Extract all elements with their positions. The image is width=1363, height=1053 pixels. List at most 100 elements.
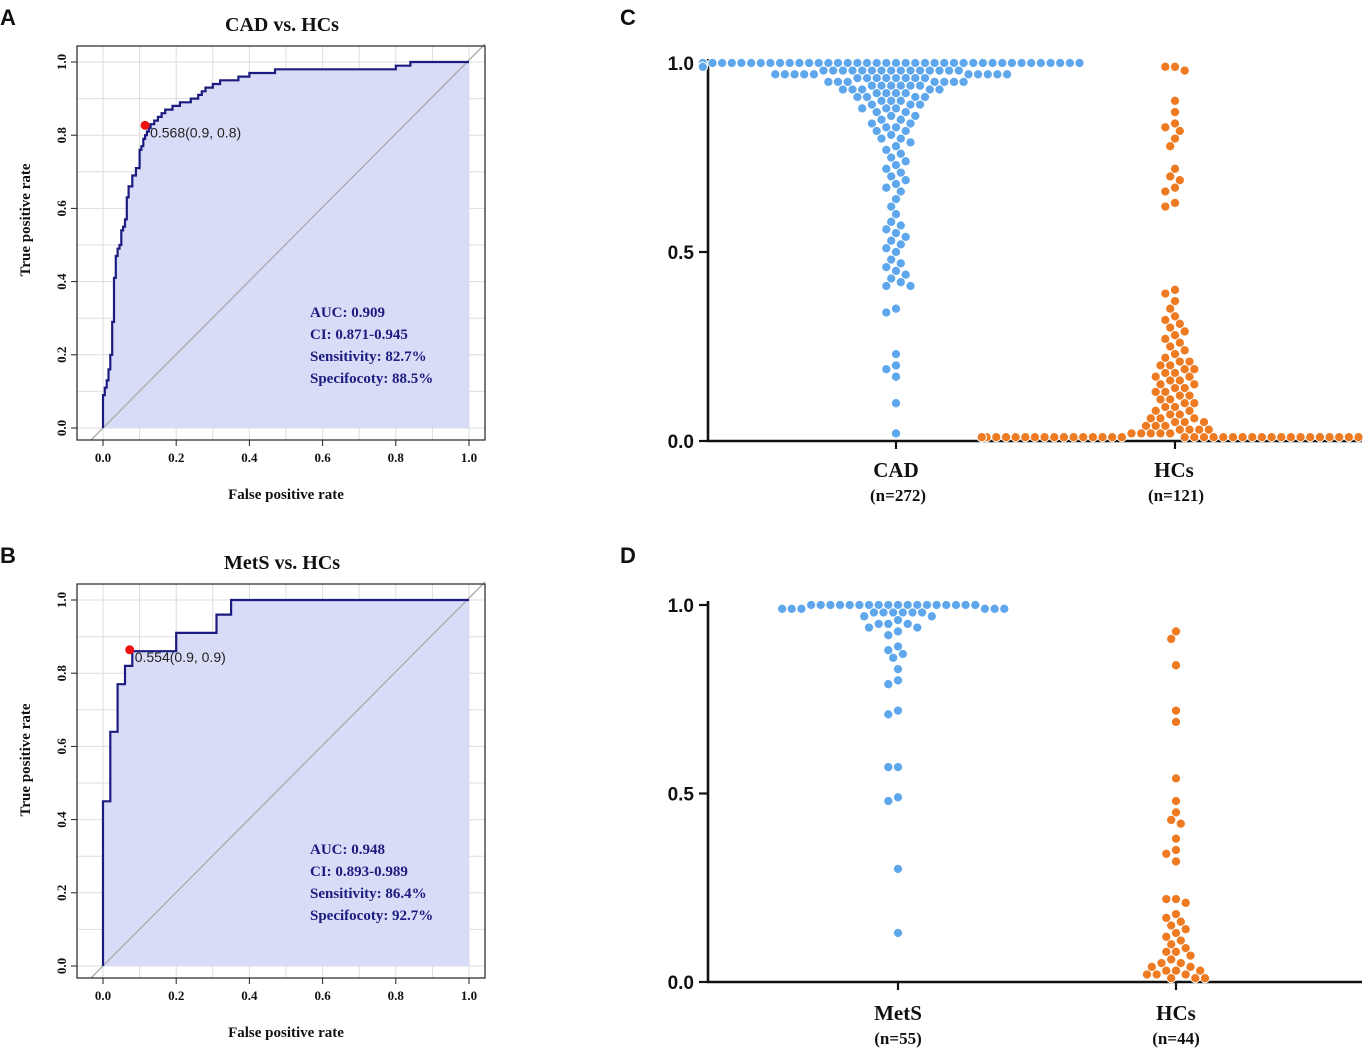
data-point-mets xyxy=(892,705,904,716)
data-point-cad xyxy=(823,76,834,87)
data-point-cad xyxy=(886,201,897,212)
data-point-hcs xyxy=(1170,844,1182,856)
y-tick-label: 1.0 xyxy=(668,54,694,75)
data-point-cad xyxy=(890,103,902,114)
data-point-cad xyxy=(924,84,935,95)
roc-title: MetS vs. HCs xyxy=(224,552,340,574)
data-point-cad xyxy=(784,57,795,69)
panel-label-b: B xyxy=(0,543,16,568)
data-point-cad xyxy=(871,73,882,84)
x-tick-label: 0.8 xyxy=(388,450,405,465)
data-point-hcs xyxy=(1068,432,1079,443)
data-point-hcs xyxy=(1285,432,1296,443)
data-point-cad xyxy=(837,84,848,95)
data-point-hcs xyxy=(1169,401,1181,413)
data-point-hcs xyxy=(1169,182,1181,193)
data-point-cad xyxy=(895,114,906,125)
data-point-hcs xyxy=(1166,633,1177,644)
specificity-text: Specifocoty: 88.5% xyxy=(310,371,433,387)
data-point-mets xyxy=(907,607,918,618)
data-point-hcs xyxy=(1170,833,1182,844)
data-point-cad xyxy=(895,258,906,269)
data-point-mets xyxy=(897,607,908,618)
data-point-hcs xyxy=(1174,337,1185,348)
data-point-mets xyxy=(892,792,904,803)
data-point-cad xyxy=(1055,57,1066,69)
data-point-hcs xyxy=(1169,311,1181,322)
data-point-mets xyxy=(859,611,870,622)
data-point-mets xyxy=(926,611,937,622)
data-point-hcs xyxy=(1169,417,1181,428)
data-point-mets xyxy=(834,599,846,611)
data-point-cad xyxy=(852,73,863,84)
data-point-mets xyxy=(912,622,923,633)
data-point-cad xyxy=(866,65,877,76)
data-point-cad xyxy=(910,110,921,121)
data-point-cad xyxy=(804,57,815,69)
data-point-hcs xyxy=(1184,424,1195,435)
data-point-hcs xyxy=(1160,352,1171,363)
data-point-mets xyxy=(883,762,894,773)
data-point-mets xyxy=(892,641,904,652)
data-point-cad xyxy=(886,129,897,140)
data-point-hcs xyxy=(1170,773,1182,784)
data-point-cad xyxy=(717,57,728,69)
data-point-hcs xyxy=(1049,432,1060,443)
data-point-hcs xyxy=(1305,432,1316,443)
data-point-cad xyxy=(1002,69,1013,80)
data-point-cad xyxy=(958,57,969,69)
data-point-cad xyxy=(866,99,877,110)
data-point-hcs xyxy=(1161,965,1172,976)
data-point-hcs xyxy=(1160,401,1171,413)
data-point-hcs xyxy=(1029,432,1040,443)
data-point-cad xyxy=(886,235,897,246)
data-point-cad xyxy=(919,73,931,84)
data-point-hcs xyxy=(1189,432,1200,443)
data-point-hcs xyxy=(1160,186,1171,197)
data-point-cad xyxy=(900,125,911,137)
data-point-hcs xyxy=(1146,961,1157,972)
data-point-mets xyxy=(931,599,942,611)
data-point-mets xyxy=(854,599,865,611)
data-point-hcs xyxy=(1353,432,1363,443)
data-point-hcs xyxy=(1150,405,1161,416)
data-point-cad xyxy=(881,243,892,254)
data-point-mets xyxy=(888,652,899,663)
data-point-hcs xyxy=(1170,626,1182,637)
data-point-cad xyxy=(794,57,805,69)
data-point-hcs xyxy=(991,432,1002,443)
data-point-mets xyxy=(815,599,826,611)
data-point-cad xyxy=(1064,57,1075,69)
data-point-mets xyxy=(970,599,981,611)
swarm-panel-mets: 0.0 0.5 1.0 MetS (n=55) HCs (n=44) xyxy=(668,596,1362,1048)
data-point-hcs xyxy=(1155,413,1166,424)
data-point-hcs xyxy=(1174,125,1185,137)
data-point-hcs xyxy=(1180,924,1191,935)
y-tick-label: 0.2 xyxy=(54,885,69,901)
data-point-cad xyxy=(890,349,902,360)
data-point-mets xyxy=(892,599,904,611)
data-point-mets xyxy=(806,599,817,611)
data-point-hcs xyxy=(1184,371,1195,382)
roc-curve xyxy=(101,598,469,966)
data-point-cad xyxy=(929,57,940,69)
data-point-hcs xyxy=(1097,432,1108,443)
data-point-hcs xyxy=(1160,122,1171,133)
data-point-hcs xyxy=(1170,795,1182,807)
data-point-hcs xyxy=(1185,961,1196,972)
data-point-hcs xyxy=(1174,409,1185,420)
data-point-cad xyxy=(939,76,950,87)
data-point-cad xyxy=(890,246,902,258)
data-point-hcs xyxy=(1184,390,1195,401)
data-point-hcs xyxy=(1199,973,1211,984)
data-point-mets xyxy=(999,603,1010,614)
data-point-mets xyxy=(892,762,904,773)
y-tick-label: 0.8 xyxy=(54,127,69,144)
x-tick-label: 0.0 xyxy=(95,450,111,465)
data-point-cad xyxy=(900,107,911,118)
data-point-mets xyxy=(883,630,894,641)
data-point-hcs xyxy=(1107,432,1118,443)
data-point-hcs xyxy=(1161,912,1172,923)
data-point-cad xyxy=(900,269,911,280)
data-point-hcs xyxy=(1156,958,1167,969)
